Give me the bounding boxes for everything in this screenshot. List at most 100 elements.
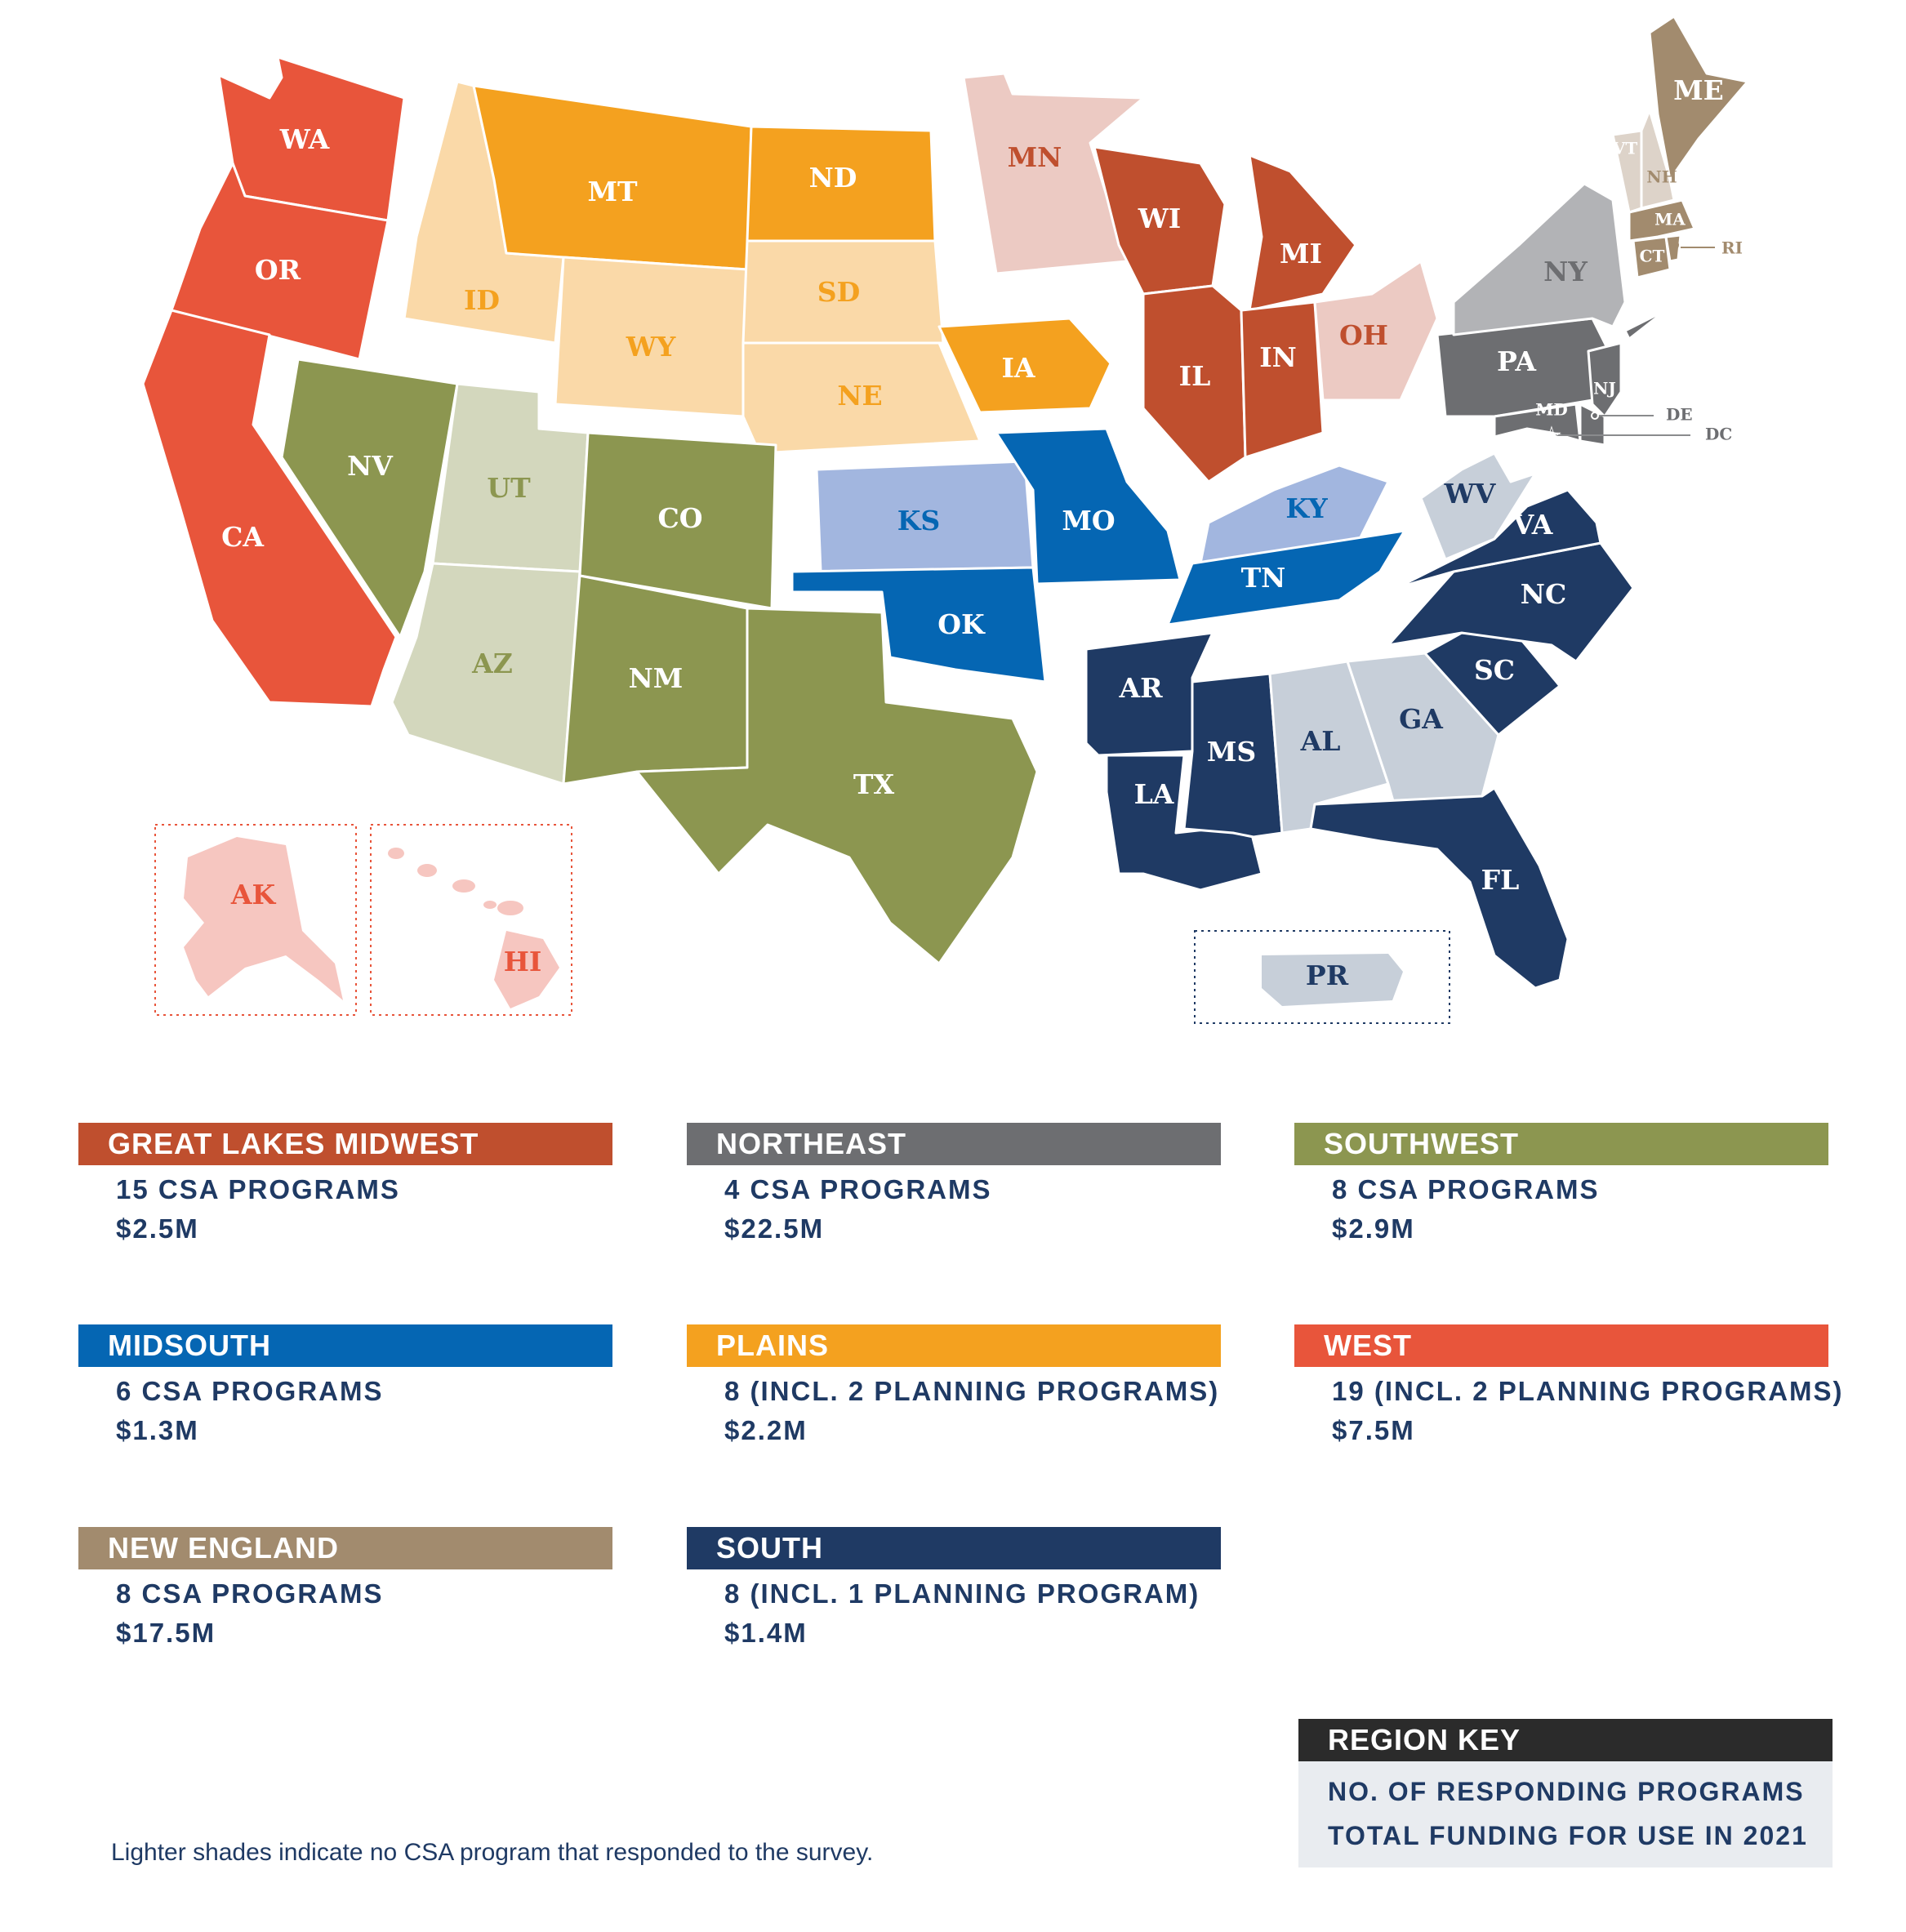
region-programs: 6 CSA PROGRAMS <box>116 1376 384 1406</box>
ri-callout-dot <box>1669 240 1679 250</box>
state-label-nc: NC <box>1521 578 1566 610</box>
state-MA <box>1628 198 1696 243</box>
state-label-ut: UT <box>487 472 531 504</box>
state-PR <box>1262 954 1403 1006</box>
region-funding: $1.4M <box>724 1618 808 1648</box>
state-SD <box>741 239 945 345</box>
region-title: MIDSOUTH <box>78 1324 612 1367</box>
state-label-or: OR <box>255 254 301 286</box>
state-label-nh: NH <box>1646 167 1677 187</box>
state-label-wi: WI <box>1138 203 1182 234</box>
state-label-la: LA <box>1134 778 1174 810</box>
state-VA <box>1395 488 1602 590</box>
state-label-dc: DC <box>1705 425 1732 444</box>
region-funding: $7.5M <box>1332 1415 1415 1445</box>
region-title: SOUTH <box>687 1527 1221 1569</box>
region-programs: 8 CSA PROGRAMS <box>116 1578 384 1609</box>
state-label-ms: MS <box>1207 736 1256 768</box>
state-label-mn: MN <box>1008 141 1062 173</box>
state-NJ <box>1587 341 1623 418</box>
region-funding: $22.5M <box>724 1213 825 1244</box>
state-LI <box>1623 309 1668 341</box>
state-label-ma: MA <box>1654 210 1686 229</box>
state-label-tn: TN <box>1241 562 1286 594</box>
state-NY <box>1452 182 1627 336</box>
region-title: NORTHEAST <box>687 1123 1221 1165</box>
state-MD <box>1493 403 1582 443</box>
region-programs: 8 CSA PROGRAMS <box>1332 1174 1600 1204</box>
region-key-title: REGION KEY <box>1298 1719 1833 1761</box>
state-label-sd: SD <box>817 276 860 308</box>
state-label-ne: NE <box>837 380 882 412</box>
region-southwest: SOUTHWEST 8 CSA PROGRAMS $2.9M <box>1294 1123 1828 1249</box>
state-label-pa: PA <box>1497 345 1536 377</box>
state-MI <box>1248 154 1357 312</box>
state-label-ky: KY <box>1285 492 1328 524</box>
region-west: WEST 19 (INCL. 2 PLANNING PROGRAMS) $7.5… <box>1294 1324 1844 1450</box>
region-title: WEST <box>1294 1324 1828 1367</box>
region-key-line-programs: NO. OF RESPONDING PROGRAMS <box>1328 1777 1805 1806</box>
state-label-mi: MI <box>1280 238 1322 269</box>
state-label-ak: AK <box>230 879 277 910</box>
state-label-vt: VT <box>1612 139 1638 158</box>
state-NE <box>741 341 982 455</box>
us-region-map: ☆ WA OR CA ID MT WY ND SD NE MN IA WI MI IL IN OH NV UT CO… <box>141 15 1749 1024</box>
state-CT <box>1632 235 1672 279</box>
region-programs: 8 (INCL. 2 PLANNING PROGRAMS) <box>724 1376 1220 1406</box>
state-NH <box>1640 109 1676 210</box>
region-programs: 19 (INCL. 2 PLANNING PROGRAMS) <box>1332 1376 1844 1406</box>
hi-inset-frame <box>370 824 572 1016</box>
state-OR <box>170 162 390 361</box>
region-title: GREAT LAKES MIDWEST <box>78 1123 612 1165</box>
state-label-ia: IA <box>1001 352 1035 384</box>
state-label-md: MD <box>1535 400 1567 420</box>
state-TX <box>635 607 1039 965</box>
state-label-ct: CT <box>1640 247 1665 266</box>
state-AZ <box>390 562 581 786</box>
region-funding: $2.5M <box>116 1213 199 1244</box>
state-label-ks: KS <box>897 505 941 536</box>
region-funding: $2.2M <box>724 1415 808 1445</box>
state-MN <box>962 72 1145 275</box>
region-programs: 8 (INCL. 1 PLANNING PROGRAM) <box>724 1578 1200 1609</box>
region-title: NEW ENGLAND <box>78 1527 612 1569</box>
state-label-ok: OK <box>937 608 986 640</box>
region-key-body: NO. OF RESPONDING PROGRAMS TOTAL FUNDING… <box>1298 1761 1833 1867</box>
state-label-nj: NJ <box>1593 379 1616 398</box>
state-label-ny: NY <box>1543 256 1588 287</box>
state-label-me: ME <box>1673 74 1724 106</box>
state-label-ri: RI <box>1721 238 1743 258</box>
state-WV <box>1419 452 1537 561</box>
state-label-va: VA <box>1512 509 1553 541</box>
region-funding: $1.3M <box>116 1415 199 1445</box>
state-SC <box>1423 631 1561 737</box>
region-funding: $2.9M <box>1332 1213 1415 1244</box>
state-MO <box>995 427 1182 585</box>
state-LA <box>1105 754 1263 892</box>
state-label-in: IN <box>1259 341 1297 373</box>
region-south: SOUTH 8 (INCL. 1 PLANNING PROGRAM) $1.4M <box>687 1527 1221 1653</box>
state-label-wv: WV <box>1444 478 1497 510</box>
pr-inset-frame <box>1194 930 1450 1024</box>
state-label-nd: ND <box>809 162 857 194</box>
state-AK <box>184 837 343 1000</box>
state-label-ga: GA <box>1399 703 1443 735</box>
state-label-nv: NV <box>347 450 394 482</box>
region-midsouth: MIDSOUTH 6 CSA PROGRAMS $1.3M <box>78 1324 612 1450</box>
state-OH <box>1313 260 1439 402</box>
state-IA <box>937 317 1112 414</box>
state-label-pr: PR <box>1306 959 1349 991</box>
state-label-mo: MO <box>1062 505 1115 536</box>
region-northeast: NORTHEAST 4 CSA PROGRAMS $22.5M <box>687 1123 1221 1249</box>
state-label-oh: OH <box>1339 319 1388 351</box>
region-programs: 4 CSA PROGRAMS <box>724 1174 992 1204</box>
state-label-ca: CA <box>221 521 264 553</box>
state-label-il: IL <box>1179 360 1211 392</box>
region-key: REGION KEY NO. OF RESPONDING PROGRAMS TO… <box>1298 1719 1833 1867</box>
ak-inset-frame <box>154 824 357 1016</box>
state-label-az: AZ <box>471 648 513 679</box>
state-label-wy: WY <box>626 331 676 363</box>
state-label-al: AL <box>1300 725 1341 757</box>
state-label-co: CO <box>657 502 702 534</box>
state-ME <box>1648 15 1749 181</box>
